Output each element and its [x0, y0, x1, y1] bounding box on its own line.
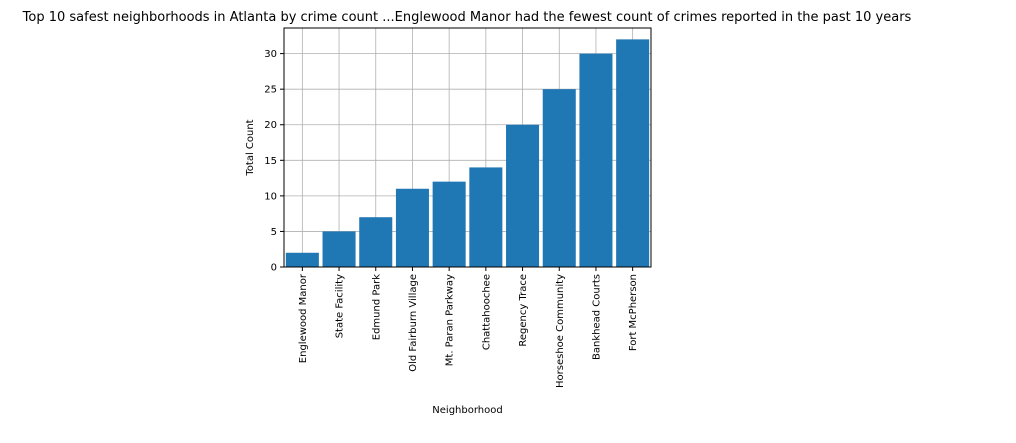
x-tick-label: Chattahoochee — [481, 274, 492, 350]
bar — [322, 231, 356, 267]
x-axis-label: Neighborhood — [432, 405, 502, 416]
y-tick-label: 30 — [264, 49, 277, 60]
y-tick-label: 10 — [264, 191, 277, 202]
x-tick-label: Fort McPherson — [628, 274, 639, 351]
bar — [359, 217, 393, 267]
x-tick-label: Englewood Manor — [298, 273, 309, 363]
x-tick-label: Mt. Paran Parkway — [445, 274, 456, 366]
x-tick-label: Regency Trace — [518, 274, 529, 347]
bar — [616, 39, 650, 267]
x-tick-label: Old Fairburn Village — [408, 274, 419, 372]
y-axis: 0 5 10 15 20 25 30 — [264, 49, 284, 274]
y-tick-label: 5 — [271, 227, 277, 238]
y-tick-label: 0 — [271, 263, 277, 274]
x-axis: Englewood Manor State Facility Edmund Park… — [298, 267, 639, 388]
y-axis-label: Total Count — [245, 119, 256, 176]
bar — [469, 167, 503, 267]
bar — [542, 89, 576, 267]
y-tick-label: 20 — [264, 120, 277, 131]
x-tick-label: Bankhead Courts — [591, 274, 602, 360]
y-tick-label: 25 — [264, 85, 277, 96]
x-tick-label: State Facility — [335, 274, 346, 338]
bar — [579, 53, 613, 267]
bar — [432, 181, 466, 267]
bar — [506, 124, 540, 267]
bar — [285, 252, 319, 267]
chart-title: Top 10 safest neighborhoods in Atlanta b… — [22, 10, 912, 25]
bar — [395, 188, 429, 267]
y-tick-label: 15 — [264, 156, 277, 167]
x-tick-label: Horseshoe Community — [555, 274, 566, 388]
bars — [285, 39, 650, 267]
x-tick-label: Edmund Park — [371, 274, 382, 340]
plot-frame — [283, 27, 652, 268]
